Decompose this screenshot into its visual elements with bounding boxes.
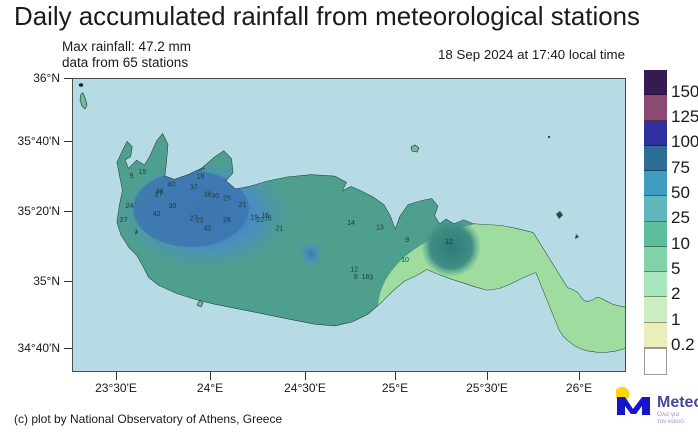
- svg-text:21: 21: [276, 225, 284, 232]
- svg-text:21: 21: [239, 202, 247, 209]
- svg-text:τον καιρό: τον καιρό: [657, 417, 684, 423]
- svg-text:12: 12: [350, 267, 358, 274]
- svg-text:16: 16: [264, 216, 272, 223]
- svg-text:20: 20: [186, 168, 194, 175]
- svg-text:25: 25: [223, 195, 231, 202]
- svg-text:8: 8: [354, 274, 358, 281]
- svg-text:3: 3: [369, 275, 373, 282]
- svg-text:15: 15: [139, 169, 147, 176]
- svg-text:14: 14: [347, 220, 355, 227]
- svg-text:10: 10: [401, 257, 409, 264]
- svg-text:29: 29: [180, 167, 188, 174]
- svg-text:8: 8: [397, 214, 401, 221]
- svg-text:38: 38: [204, 192, 212, 199]
- svg-text:21: 21: [198, 164, 206, 171]
- svg-text:22: 22: [196, 218, 204, 225]
- svg-text:27: 27: [120, 217, 128, 224]
- svg-text:12: 12: [445, 239, 453, 246]
- svg-text:9: 9: [130, 173, 134, 180]
- svg-text:27: 27: [155, 192, 163, 199]
- svg-text:Meteo: Meteo: [657, 394, 698, 411]
- svg-text:42: 42: [204, 225, 212, 232]
- svg-text:40: 40: [167, 181, 175, 188]
- svg-text:12: 12: [165, 166, 173, 173]
- svg-text:9: 9: [405, 237, 409, 244]
- svg-text:30: 30: [169, 203, 177, 210]
- svg-text:24: 24: [126, 203, 134, 210]
- svg-text:5: 5: [391, 214, 395, 221]
- svg-text:30: 30: [211, 193, 219, 200]
- svg-text:22: 22: [256, 217, 264, 224]
- svg-text:28: 28: [223, 217, 231, 224]
- svg-text:42: 42: [153, 211, 161, 218]
- svg-text:13: 13: [376, 225, 384, 232]
- svg-text:Όλα για: Όλα για: [656, 411, 679, 418]
- svg-text:37: 37: [190, 185, 198, 192]
- svg-text:18: 18: [197, 174, 205, 181]
